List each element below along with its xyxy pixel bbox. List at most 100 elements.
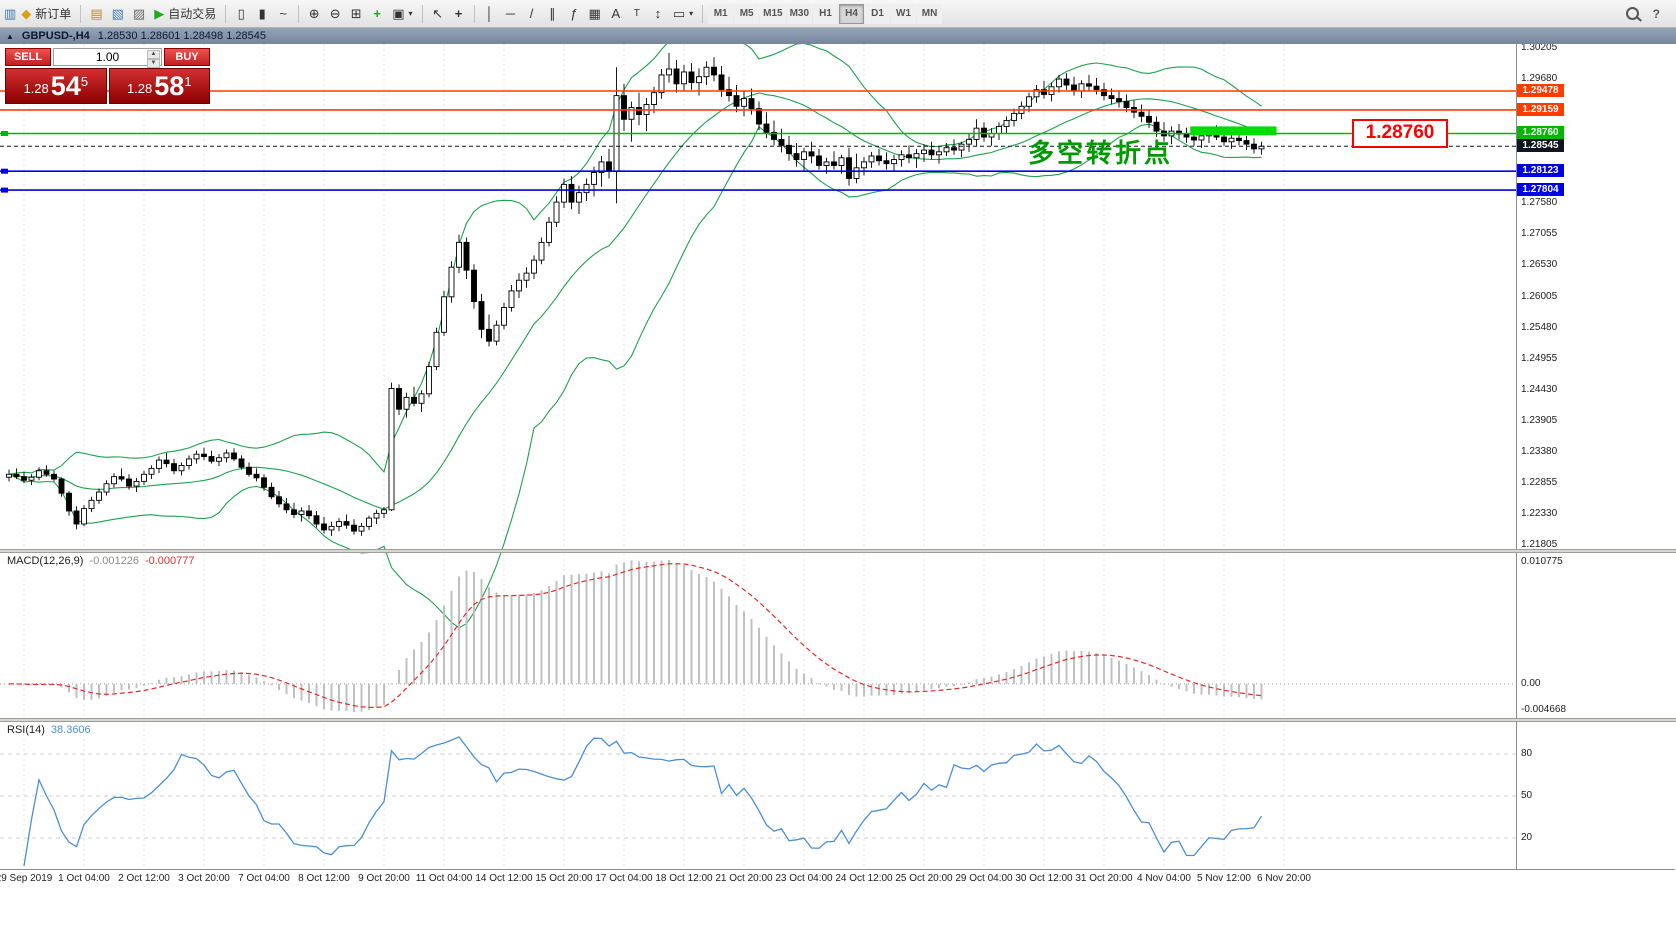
candles-icon: ▮ [258, 6, 266, 21]
volume-stepper: ▲ ▼ [147, 50, 160, 68]
shapes-icon: ▭ [672, 6, 686, 21]
buy-price-button[interactable]: 1.28 58 1 [108, 68, 210, 104]
toolbar-separator [298, 4, 300, 23]
templates-button[interactable]: ▣ ▾ [388, 3, 416, 25]
volume-up-icon[interactable]: ▲ [147, 50, 160, 59]
buy-price-big: 58 [154, 71, 185, 101]
buy-price-sup: 1 [184, 74, 192, 89]
timeframe-button-mn[interactable]: MN [917, 3, 943, 24]
timeframe-button-m30[interactable]: M30 [786, 3, 813, 24]
tile-windows-icon: ⊞ [350, 6, 362, 21]
zoom-out-button[interactable]: ⊖ [325, 3, 345, 25]
line-handle [1, 187, 8, 193]
top-toolbar: ▥ ◆ 新订单 ▤ ▧ ▨ ▶ 自动交易 ▯ ▮ ~ ⊕ ⊖ ⊞ + ▣ ▾ ↖ … [0, 0, 1676, 28]
grid-tool-button[interactable]: ▦ [585, 3, 605, 25]
indicators-icon: + [373, 6, 382, 21]
cursor-tool-button[interactable]: ↖ [428, 3, 448, 25]
crosshair-tool-button[interactable]: + [449, 3, 469, 25]
sell-price-prefix: 1.28 [23, 81, 49, 96]
price-chart-canvas[interactable] [0, 0, 1676, 888]
grid-icon: ▦ [588, 6, 601, 21]
bars-chart-button[interactable]: ▯ [231, 3, 251, 25]
zoom-out-icon: ⊖ [329, 6, 341, 21]
channel-tool-button[interactable]: ∥ [543, 3, 563, 25]
toolbar-separator [473, 4, 475, 23]
templates-icon: ▣ [392, 6, 405, 21]
shapes-tool-button[interactable]: ▭ ▾ [669, 3, 697, 25]
cursor-icon: ↖ [432, 6, 443, 21]
zoom-in-button[interactable]: ⊕ [304, 3, 324, 25]
vertical-line-tool-button[interactable]: │ [480, 3, 500, 25]
one-click-trading-panel: SELL ▲ ▼ BUY 1.28 54 5 1.28 58 1 [5, 48, 210, 104]
macd-signal-line [8, 563, 1262, 709]
trendline-tool-button[interactable]: / [522, 3, 542, 25]
volume-input[interactable] [70, 49, 145, 65]
timeframe-button-m1[interactable]: M1 [708, 3, 734, 24]
horizontal-lines [0, 90, 1516, 193]
line-handle [1, 131, 8, 136]
timeframe-button-m15[interactable]: M15 [760, 3, 786, 24]
bollinger-bands [8, 24, 1262, 629]
toolbar-separator [225, 4, 227, 23]
crosshair-icon: + [454, 6, 463, 21]
timeframe-button-d1[interactable]: D1 [865, 3, 891, 24]
toolbar-separator [421, 4, 423, 23]
chevron-down-icon: ▾ [408, 8, 413, 18]
line-handle [1, 168, 8, 174]
sell-button[interactable]: SELL [5, 48, 51, 66]
timeframe-button-m5[interactable]: M5 [734, 3, 760, 24]
sell-price-sup: 5 [80, 74, 89, 89]
chart-title: GBPUSD-,H4 [21, 30, 90, 42]
new-order-label: 新订单 [35, 7, 72, 21]
text-label-tool-button[interactable]: T [627, 3, 647, 25]
autotrading-button[interactable]: ▶ 自动交易 [150, 3, 220, 25]
text-label-icon: T [633, 7, 640, 19]
macd-histogram [8, 560, 1263, 712]
line-chart-icon: ~ [279, 6, 288, 21]
autotrading-play-icon: ▶ [154, 6, 165, 21]
tile-windows-button[interactable]: ⊞ [346, 3, 366, 25]
price-level-label[interactable]: 1.28760 [1352, 119, 1448, 148]
timeframe-button-h1[interactable]: H1 [813, 3, 839, 24]
candlestick-chart-button[interactable]: ▮ [252, 3, 272, 25]
market-watch-icon: ▤ [90, 6, 103, 21]
autotrading-label: 自动交易 [168, 7, 217, 21]
fibonacci-tool-button[interactable]: ƒ [564, 3, 584, 25]
text-icon: A [611, 6, 621, 21]
text-tool-button[interactable]: A [606, 3, 626, 25]
search-icon[interactable] [1625, 7, 1639, 20]
navigator-button[interactable]: ▧ [108, 3, 128, 25]
indicators-button[interactable]: + [367, 3, 387, 25]
bars-icon: ▯ [237, 6, 245, 21]
volume-down-icon[interactable]: ▼ [147, 59, 160, 68]
horizontal-line-tool-button[interactable]: ─ [501, 3, 521, 25]
timeframe-group: M1 M5 M15 M30 H1 H4 D1 W1 MN [708, 3, 943, 24]
buy-button[interactable]: BUY [164, 48, 210, 66]
rsi-line [23, 736, 1263, 867]
turning-point-annotation[interactable]: 多空转折点 [1028, 138, 1174, 168]
toolbar-separator [702, 4, 704, 23]
highlight-zone [1190, 126, 1277, 136]
trendline-icon: / [529, 6, 534, 21]
market-watch-button[interactable]: ▤ [86, 3, 106, 25]
buy-price-prefix: 1.28 [126, 81, 153, 96]
help-icon[interactable]: ? [1652, 6, 1660, 21]
candles-layer [6, 53, 1265, 536]
navigator-icon: ▧ [111, 6, 124, 21]
volume-box: ▲ ▼ [53, 48, 162, 68]
toolbar-separator [80, 4, 82, 23]
line-chart-button[interactable]: ~ [273, 3, 293, 25]
new-order-button[interactable]: ◆ 新订单 [17, 3, 75, 25]
sell-price-button[interactable]: 1.28 54 5 [5, 68, 107, 104]
terminal-button[interactable]: ▨ [129, 3, 149, 25]
chevron-down-icon: ▾ [689, 8, 694, 18]
window-icon: ▲ [6, 31, 14, 41]
vertical-line-icon: │ [485, 6, 494, 21]
chart-window-titlebar[interactable]: ▲ GBPUSD-,H4 1.28530 1.28601 1.28498 1.2… [0, 28, 1676, 44]
arrows-tool-button[interactable]: ↕ [648, 3, 668, 25]
terminal-icon: ▨ [132, 6, 146, 21]
chart-ohlc-values: 1.28530 1.28601 1.28498 1.28545 [97, 30, 266, 42]
timeframe-button-w1[interactable]: W1 [891, 3, 917, 24]
timeframe-button-h4[interactable]: H4 [839, 3, 865, 24]
